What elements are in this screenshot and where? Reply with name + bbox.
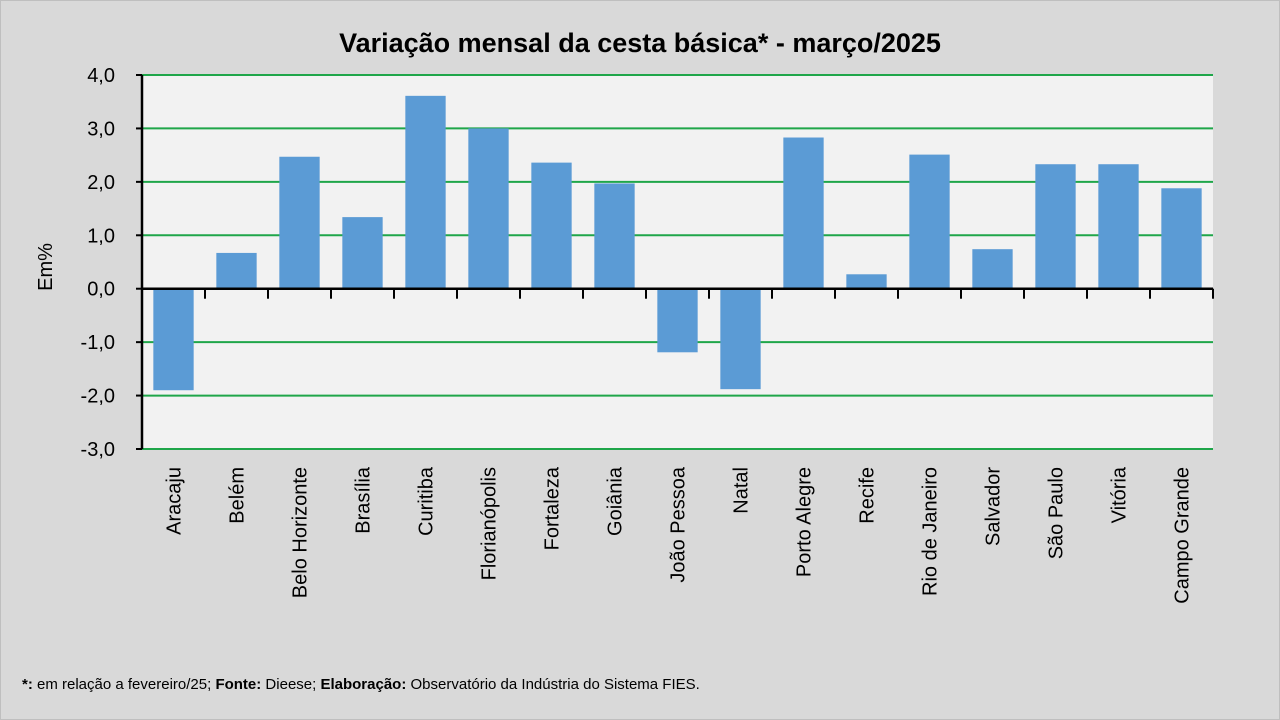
bar-vitória bbox=[1098, 164, 1139, 289]
x-tick-label: Porto Alegre bbox=[794, 467, 816, 577]
bar-rio-de-janeiro bbox=[909, 154, 950, 289]
x-tick-label: Fortaleza bbox=[542, 466, 564, 550]
chart-title: Variação mensal da cesta básica* - março… bbox=[339, 28, 941, 58]
bar-campo-grande bbox=[1161, 188, 1202, 289]
y-tick-label: -2,0 bbox=[81, 386, 115, 408]
source-text: Dieese; bbox=[261, 676, 321, 693]
x-tick-label: Aracaju bbox=[164, 467, 186, 535]
elaboration-label: Elaboração: bbox=[320, 676, 407, 693]
x-tick-label: Goiânia bbox=[605, 466, 627, 536]
bar-joão-pessoa bbox=[657, 288, 698, 353]
bar-belém bbox=[216, 252, 257, 289]
x-tick-label: João Pessoa bbox=[668, 466, 690, 583]
bar-salvador bbox=[972, 249, 1013, 289]
footnote-star-label: *: bbox=[22, 676, 33, 693]
x-tick-label: Florianópolis bbox=[479, 467, 501, 580]
x-tick-label: Rio de Janeiro bbox=[920, 467, 942, 596]
elaboration-text: Observatório da Indústria do Sistema FIE… bbox=[406, 676, 700, 693]
bar-são-paulo bbox=[1035, 164, 1076, 289]
source-label: Fonte: bbox=[215, 676, 262, 693]
bar-goiânia bbox=[594, 183, 635, 289]
x-tick-label: Campo Grande bbox=[1172, 467, 1194, 604]
y-axis-label: Em% bbox=[35, 243, 57, 291]
bar-curitiba bbox=[405, 95, 446, 289]
y-tick-label: -1,0 bbox=[81, 332, 115, 354]
x-tick-label: Recife bbox=[857, 467, 879, 524]
bar-belo-horizonte bbox=[279, 156, 320, 289]
y-tick-label: 2,0 bbox=[87, 172, 115, 194]
y-tick-label: 3,0 bbox=[87, 118, 115, 140]
bar-natal bbox=[720, 288, 761, 390]
bar-brasília bbox=[342, 217, 383, 289]
x-tick-label: Brasília bbox=[353, 466, 375, 534]
bar-florianópolis bbox=[468, 128, 509, 289]
x-tick-label: Belém bbox=[227, 467, 249, 524]
x-tick-label: Belo Horizonte bbox=[290, 467, 312, 598]
bar-porto-alegre bbox=[783, 137, 824, 289]
y-tick-label: -3,0 bbox=[81, 439, 115, 461]
y-tick-label: 4,0 bbox=[87, 65, 115, 87]
y-tick-label: 1,0 bbox=[87, 225, 115, 247]
bar-recife bbox=[846, 274, 887, 289]
footnote-star-text: em relação a fevereiro/25; bbox=[32, 676, 216, 693]
x-tick-label: Vitória bbox=[1109, 466, 1131, 523]
x-tick-label: Natal bbox=[731, 467, 753, 514]
x-tick-label: Salvador bbox=[983, 467, 1005, 546]
bar-fortaleza bbox=[531, 162, 572, 289]
plot-area bbox=[142, 75, 1213, 449]
y-tick-label: 0,0 bbox=[87, 279, 115, 301]
footer-note: *: em relação a fevereiro/25; Fonte: Die… bbox=[22, 676, 700, 693]
x-tick-label: São Paulo bbox=[1046, 467, 1068, 559]
x-tick-label: Curitiba bbox=[416, 466, 438, 536]
bar-aracaju bbox=[153, 288, 194, 391]
